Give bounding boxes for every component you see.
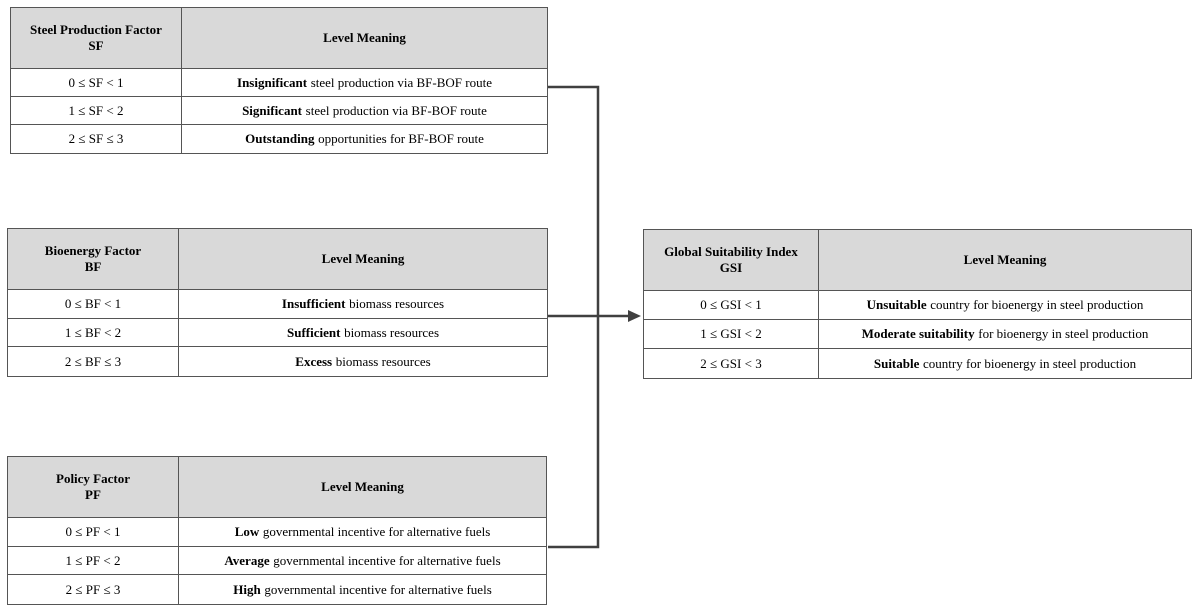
range-cell: 0 ≤ PF < 1 <box>8 518 179 547</box>
range-cell: 2 ≤ PF ≤ 3 <box>8 575 179 605</box>
meaning-cell: Insufficient biomass resources <box>179 290 547 319</box>
meaning-bold: Moderate suitability <box>861 326 975 341</box>
meaning-bold: Suitable <box>873 355 920 371</box>
header-cell: Level Meaning <box>819 230 1191 291</box>
header-cell: Level Meaning <box>179 229 547 290</box>
meaning-cell: Low governmental incentive for alternativ… <box>179 518 546 547</box>
meaning-cell: Unsuitable country for bioenergy in steel… <box>819 291 1191 320</box>
meaning-bold: Insufficient <box>281 295 346 311</box>
header-text: BF <box>84 259 102 274</box>
header-text: Steel Production Factor <box>30 22 162 37</box>
range-cell: 1 ≤ PF < 2 <box>8 546 179 576</box>
meaning-bold: High <box>233 581 261 597</box>
meaning-cell: Sufficient biomass resources <box>179 319 547 348</box>
table: Policy Factor PF Level Meaning 0 ≤ PF < 1 Lo… <box>7 456 547 605</box>
header-cell: Steel Production Factor SF <box>11 8 182 69</box>
table: Steel Production Factor SF Level Meaning 0 … <box>10 7 548 154</box>
range-cell: 0 ≤ BF < 1 <box>8 290 179 319</box>
meaning-text: for bioenergy in steel production <box>978 326 1149 341</box>
header-text: Policy Factor <box>56 471 130 486</box>
header-text: Bioenergy Factor <box>44 243 142 258</box>
table: Bioenergy Factor BF Level Meaning 0 ≤ BF < … <box>7 228 548 378</box>
meaning-text: governmental incentive for alternative f… <box>264 581 492 597</box>
header-text: Global Suitability Index <box>664 244 798 259</box>
meaning-cell: High governmental incentive for alternati… <box>179 575 546 604</box>
header-cell: Policy Factor PF <box>8 457 179 518</box>
meaning-bold: Excess <box>295 353 333 369</box>
meaning-cell: Significant steel production via BF-BOF r… <box>182 97 547 125</box>
range-cell: 1 ≤ BF < 2 <box>8 318 179 348</box>
range-cell: 0 ≤ SF < 1 <box>11 69 182 97</box>
meaning-text: governmental incentive for alternative f… <box>273 552 501 568</box>
header-text: Level Meaning <box>321 251 405 266</box>
header-text: Level Meaning <box>963 252 1047 267</box>
range-cell: 2 ≤ GSI < 3 <box>644 349 819 378</box>
meaning-text: opportunities for BF-BOF route <box>318 131 484 146</box>
meaning-cell: Excess biomass resources <box>179 347 547 376</box>
arrow-head <box>628 310 641 322</box>
header-cell: Global Suitability Index GSI <box>644 230 819 291</box>
meaning-bold: Significant <box>242 102 303 118</box>
header-text: PF <box>85 487 101 502</box>
meaning-text: steel production via BF-BOF route <box>310 74 492 90</box>
range-cell: 1 ≤ GSI < 2 <box>644 320 819 349</box>
meaning-text: governmental incentive for alternative f… <box>262 523 491 539</box>
meaning-cell: Average governmental incentive for altern… <box>179 547 546 576</box>
header-text: GSI <box>719 260 743 275</box>
meaning-text: country for bioenergy in steel productio… <box>930 297 1144 312</box>
meaning-text: biomass resources <box>335 353 431 369</box>
meaning-bold: Unsuitable <box>866 297 927 312</box>
meaning-cell: Moderate suitability for bioenergy in ste… <box>819 320 1191 349</box>
meaning-cell: Outstanding opportunities for BF-BOF rout… <box>182 125 547 153</box>
header-cell: Level Meaning <box>182 8 547 69</box>
header-cell: Level Meaning <box>179 457 546 518</box>
meaning-bold: Low <box>234 523 260 539</box>
meaning-bold: Outstanding <box>245 131 315 146</box>
range-cell: 1 ≤ SF < 2 <box>11 97 182 125</box>
meaning-text: country for bioenergy in steel productio… <box>923 355 1137 371</box>
header-text: Level Meaning <box>323 30 406 45</box>
header-text: Level Meaning <box>321 479 404 494</box>
table: Global Suitability Index GSI Level Meaning… <box>643 229 1192 379</box>
meaning-text: biomass resources <box>349 295 445 311</box>
meaning-cell: Insignificant steel production via BF-BOF… <box>182 69 547 97</box>
header-text: SF <box>88 38 104 53</box>
meaning-bold: Sufficient <box>286 324 341 340</box>
meaning-bold: Average <box>224 552 270 568</box>
meaning-text: biomass resources <box>344 324 440 340</box>
range-cell: 0 ≤ GSI < 1 <box>644 291 819 320</box>
range-cell: 2 ≤ SF ≤ 3 <box>11 125 182 153</box>
range-cell: 2 ≤ BF ≤ 3 <box>8 347 179 377</box>
meaning-text: steel production via BF-BOF route <box>305 102 487 118</box>
meaning-bold: Insignificant <box>237 74 308 90</box>
header-cell: Bioenergy Factor BF <box>8 229 179 290</box>
meaning-cell: Suitable country for bioenergy in steel p… <box>819 349 1191 378</box>
